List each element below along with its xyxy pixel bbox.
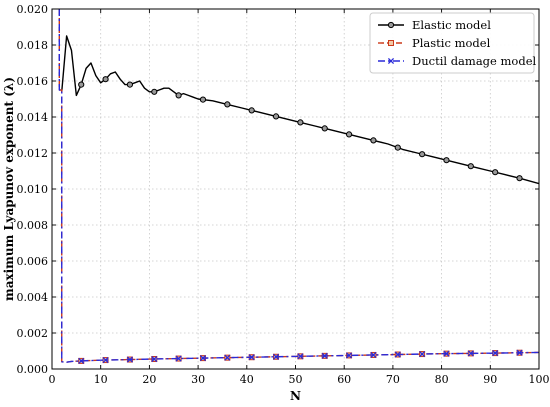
data-point	[224, 354, 231, 361]
data-point	[126, 81, 134, 88]
data-point	[151, 88, 158, 95]
data-point	[297, 119, 304, 126]
y-axis-label: maximum Lyapunov exponent (λ)	[2, 77, 16, 301]
legend-marker	[387, 21, 395, 29]
x-tick-label: 20	[142, 373, 156, 386]
series-layer	[58, 9, 539, 364]
data-point	[321, 125, 328, 132]
data-point	[175, 355, 182, 362]
y-tick-label: 0.010	[17, 183, 49, 196]
x-tick-label: 90	[483, 373, 497, 386]
data-point	[78, 357, 85, 364]
data-point	[78, 81, 85, 88]
legend-marker	[388, 40, 394, 46]
data-point	[492, 169, 499, 176]
x-tick-label: 60	[337, 373, 351, 386]
data-point	[443, 350, 450, 357]
data-point	[224, 101, 231, 108]
y-tick-label: 0.000	[17, 363, 49, 376]
data-point	[443, 157, 450, 164]
data-point	[394, 144, 401, 151]
legend: Elastic model Plastic model Ductil damage …	[369, 12, 536, 74]
data-point	[467, 163, 474, 170]
data-point	[370, 137, 377, 144]
y-tick-label: 0.018	[17, 39, 49, 52]
data-point	[248, 354, 255, 361]
series-ductil-damage-model	[58, 9, 539, 364]
data-point	[370, 351, 377, 359]
series-line	[58, 9, 539, 363]
data-point	[345, 131, 353, 138]
x-tick-label: 30	[191, 373, 205, 386]
x-tick-label: 100	[529, 373, 550, 386]
data-point	[199, 96, 207, 103]
x-tick-label: 0	[49, 373, 56, 386]
y-tick-label: 0.004	[17, 291, 49, 304]
data-point	[516, 349, 523, 356]
y-tick-label: 0.008	[17, 219, 49, 232]
x-tick-label: 70	[386, 373, 400, 386]
data-point	[492, 350, 499, 357]
y-tick-label: 0.020	[17, 3, 49, 16]
data-point	[467, 350, 474, 357]
data-point	[102, 357, 109, 364]
data-point	[297, 353, 304, 360]
data-point	[272, 113, 280, 120]
data-point	[102, 76, 109, 83]
data-point	[151, 355, 158, 363]
y-tick-label: 0.014	[17, 111, 49, 124]
legend-entry: Plastic model	[412, 36, 491, 50]
x-tick-label: 40	[240, 373, 254, 386]
data-point	[394, 351, 401, 358]
y-tick-label: 0.012	[17, 147, 49, 160]
data-point	[272, 353, 280, 360]
data-point	[516, 175, 523, 182]
data-point	[175, 92, 182, 99]
y-tick-label: 0.006	[17, 255, 49, 268]
series-elastic-model	[61, 35, 539, 185]
x-axis-label: N	[290, 389, 301, 403]
legend-box	[369, 12, 535, 74]
data-point	[419, 351, 426, 358]
data-point	[248, 107, 255, 114]
data-point	[419, 151, 426, 158]
y-tick-label: 0.016	[17, 75, 49, 88]
legend-entry: Elastic model	[412, 18, 491, 32]
x-tick-label: 80	[435, 373, 449, 386]
x-tick-label: 10	[94, 373, 108, 386]
data-point	[321, 352, 328, 359]
axis-ticks: 0 10 20 30 40 50 60 70 80 90 100 0.000 0.002 0.004 0.0…	[17, 3, 550, 386]
x-tick-label: 50	[289, 373, 303, 386]
legend-entry: Ductil damage model	[412, 54, 536, 68]
data-point	[346, 352, 353, 359]
legend-marker	[387, 57, 395, 65]
y-tick-label: 0.002	[17, 327, 49, 340]
grid	[52, 9, 539, 369]
data-point	[199, 355, 207, 362]
data-point	[126, 356, 133, 363]
